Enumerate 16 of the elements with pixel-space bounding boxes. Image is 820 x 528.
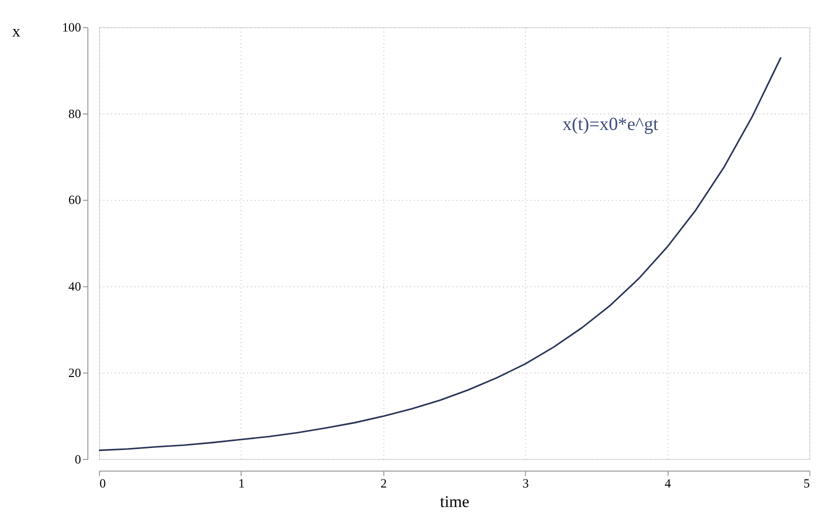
y-axis-title: x	[12, 21, 22, 40]
y-tick-label: 0	[74, 452, 82, 466]
x-tick-label: 2	[380, 476, 387, 491]
y-tick-label: 40	[68, 280, 82, 294]
x-tick-label: 3	[522, 476, 529, 491]
x-axis-title: time	[440, 492, 470, 511]
x-tick-label: 5	[804, 476, 810, 491]
y-tick-label: 80	[68, 106, 82, 121]
y-tick-label: 20	[68, 366, 82, 380]
line-series	[98, 56, 782, 452]
x-tick-label: 0	[99, 476, 106, 491]
y-tick-label: 100	[62, 20, 82, 34]
x-tick-label: 4	[664, 476, 672, 491]
y-tick-label: 60	[68, 193, 82, 208]
annotation: x(t)=x0*e^gt	[562, 114, 660, 134]
x-tick-label: 1	[238, 476, 245, 491]
